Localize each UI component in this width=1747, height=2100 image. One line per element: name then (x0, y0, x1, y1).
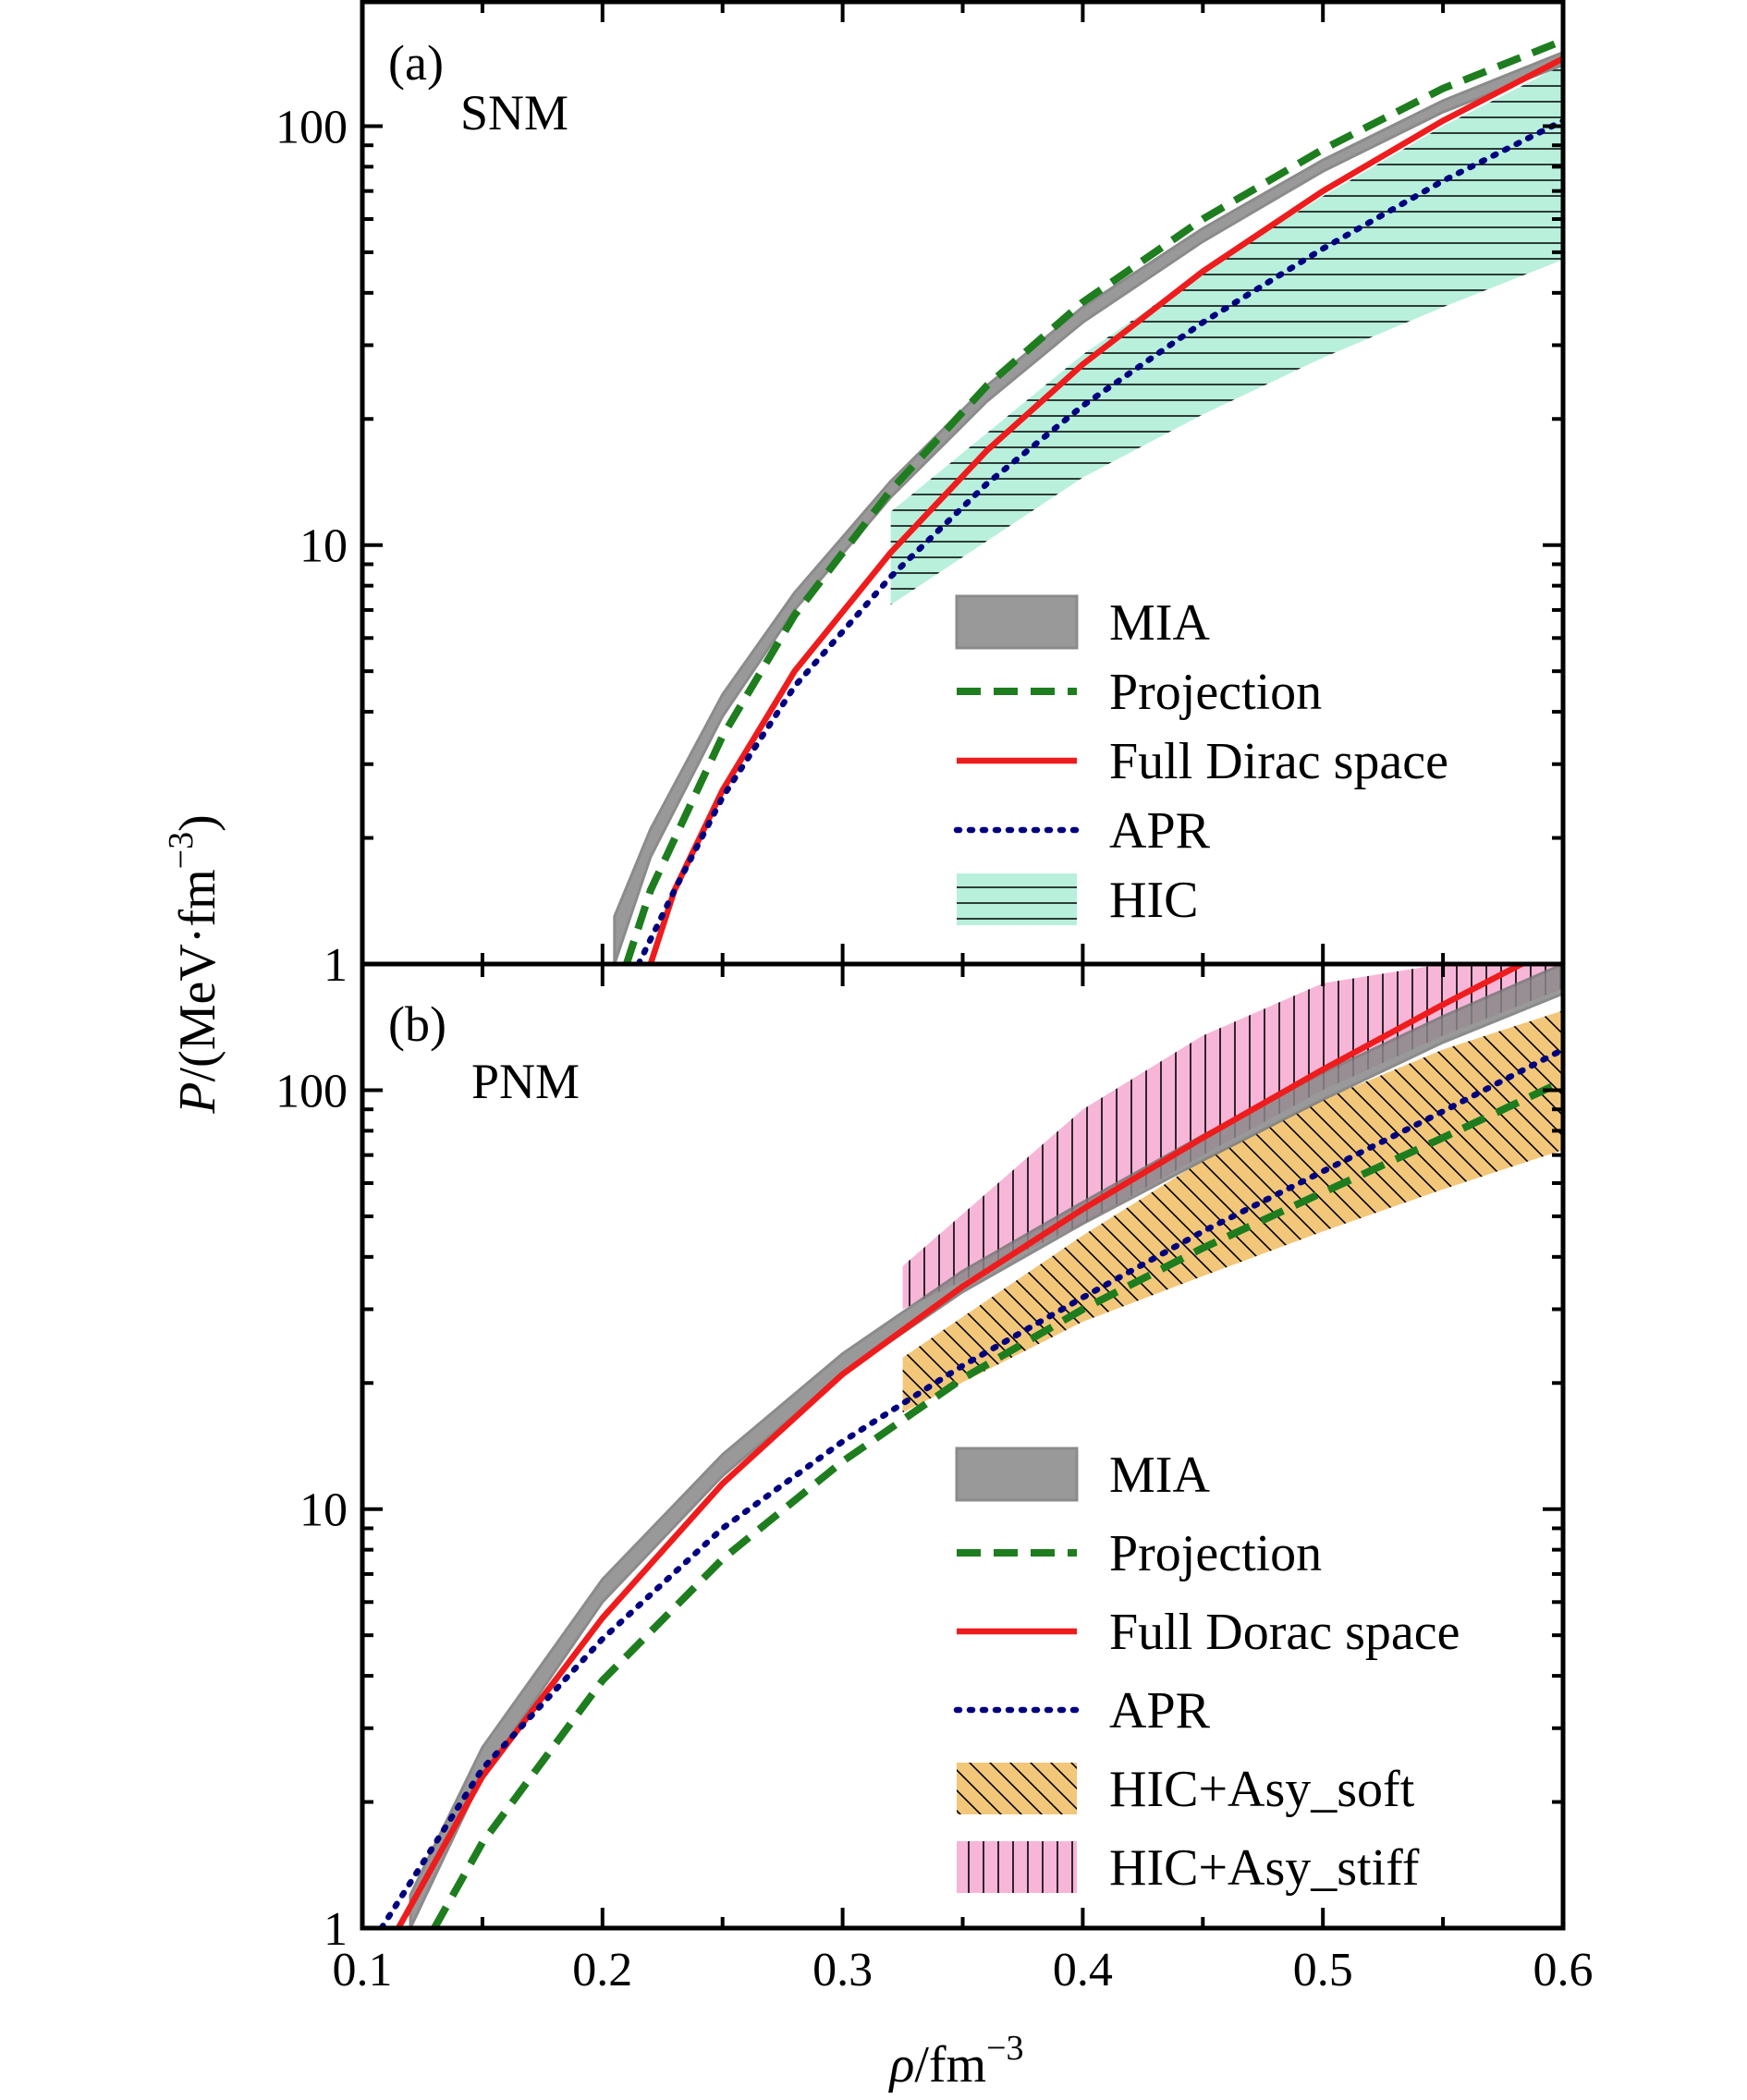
line-projection-panel-b (431, 1078, 1563, 1928)
panel-b-pnm (378, 964, 1563, 1928)
legend-panel-a: MIA Projection Full Dirac space APR HIC (953, 594, 1448, 929)
y-axis-title: P/(MeV·fm−3) (162, 814, 226, 1114)
x-tick-label: 0.4 (1053, 1944, 1113, 1996)
band-mia-panel-a (613, 50, 1563, 964)
legend-label-hic: HIC (1109, 872, 1198, 929)
y-tick-label: 10 (299, 1484, 348, 1537)
legend-swatch-hic-asy-soft (957, 1763, 1077, 1814)
legend-label-hic-asy-stiff: HIC+Asy_stiff (1109, 1839, 1420, 1897)
line-full-dorac-space-panel-b (396, 964, 1529, 1928)
legend-label-projection: Projection (1109, 1525, 1322, 1582)
legend-swatch-hic (957, 873, 1077, 925)
x-tick-label: 0.3 (812, 1944, 873, 1996)
legend-label-full-dorac-space: Full Dorac space (1109, 1604, 1460, 1661)
y-tick-label: 1 (324, 1903, 348, 1956)
y-tick-label: 100 (275, 1065, 348, 1117)
legend-swatch-mia (955, 594, 1079, 650)
legend-label-full-dirac-space: Full Dirac space (1109, 733, 1448, 790)
band-hic-asy-soft-panel-b (902, 1010, 1563, 1413)
panel-b-label: (b) (388, 996, 446, 1052)
panel-b-subtitle: PNM (471, 1054, 580, 1109)
band-hic-panel-a (890, 65, 1563, 605)
line-apr-panel-b (378, 1046, 1563, 1928)
legend-label-apr: APR (1109, 1682, 1211, 1740)
band-mia-panel-b (409, 964, 1563, 1928)
legend-label-apr: APR (1109, 802, 1211, 860)
panel-a-snm (613, 37, 1563, 964)
y-tick-label: 100 (275, 101, 348, 153)
y-tick-label: 10 (299, 520, 348, 573)
x-axis-title: ρ/fm−3 (887, 2029, 1023, 2094)
tick-labels: 1 10 100 1 10 100 0.1 0.2 0.3 0.4 0.5 0.6 (275, 101, 1594, 1996)
x-tick-label: 0.1 (333, 1944, 393, 1996)
x-tick-label: 0.2 (572, 1944, 632, 1996)
legend-swatch-hic-asy-stiff (957, 1841, 1077, 1893)
legend-label-projection: Projection (1109, 664, 1322, 721)
legend-label-mia: MIA (1109, 1447, 1210, 1504)
y-tick-label: 1 (324, 939, 348, 992)
axis-ticks (360, 2, 1565, 1930)
legend-panel-b: MIA Projection Full Dorac space APR HIC+Asy_… (953, 1447, 1460, 1897)
legend-label-hic-asy-soft: HIC+Asy_soft (1109, 1761, 1415, 1818)
line-projection-panel-a (622, 37, 1563, 964)
legend-swatch-mia (955, 1447, 1079, 1502)
panel-a-subtitle: SNM (460, 85, 568, 140)
legend-label-mia: MIA (1109, 594, 1210, 652)
panel-a-label: (a) (388, 35, 444, 91)
x-tick-label: 0.5 (1293, 1944, 1353, 1996)
x-tick-label: 0.6 (1533, 1944, 1594, 1996)
line-apr-panel-a (635, 117, 1563, 964)
